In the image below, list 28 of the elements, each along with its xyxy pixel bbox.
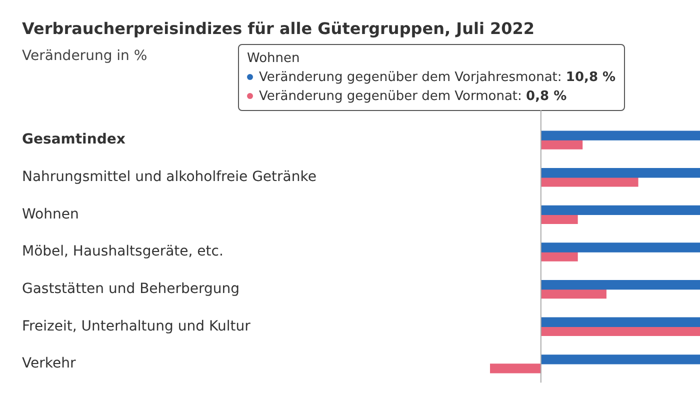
y-tick-label: Möbel, Haushaltsgeräte, etc. [22,244,224,260]
bar [540,140,583,150]
bar [540,280,700,290]
text: 0,8 % [526,89,567,104]
y-tick-label: Nahrungsmittel und alkoholfreie Getränke [22,169,316,186]
bar [540,214,578,224]
text: Veränderung gegenüber dem Vorjahresmonat: [259,70,562,85]
y-tick-label: Freizeit, Unterhaltung und Kultur [22,318,251,334]
text: Wohnen [247,50,301,68]
bar [540,354,700,364]
text: 10,8 % [566,70,616,85]
bar [540,288,606,299]
y-tick-label: Gesamtindex [22,132,126,148]
bar [540,130,700,140]
text: Veränderung in % [22,48,148,64]
y-tick-label: Verkehr [22,356,76,372]
bar [540,252,578,262]
bar [540,177,638,187]
y-tick-label: Gaststätten und Beherbergung [22,280,240,297]
bar [540,205,700,216]
bar [540,242,700,252]
bar [540,326,700,336]
bar [540,168,700,178]
bar [490,364,542,374]
text: Veränderung gegenüber dem Vormonat: [259,89,522,104]
text: Verbraucherpreisindizes für alle Gütergruppen, Juli 2022 [22,19,535,38]
bar [540,317,700,327]
y-tick-label: Wohnen [22,206,79,222]
